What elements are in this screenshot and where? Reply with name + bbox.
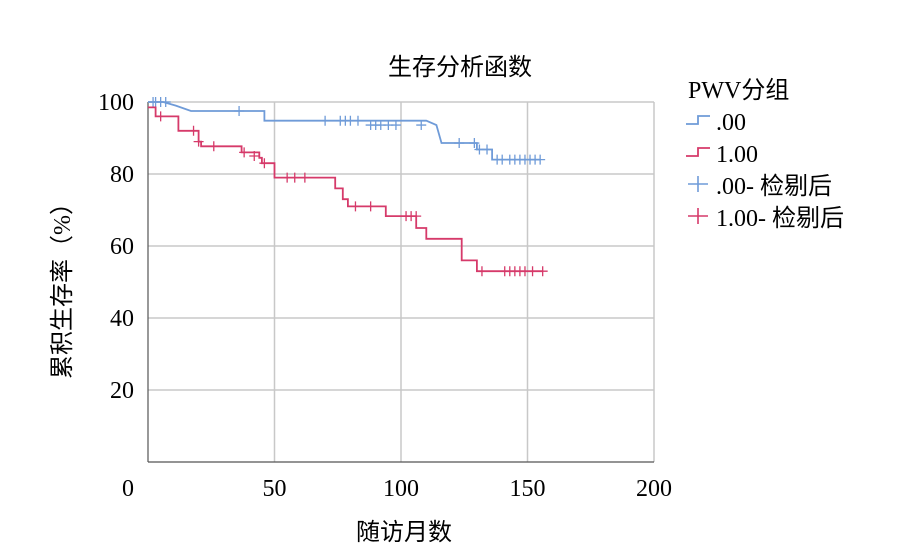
censor-mark <box>160 97 171 107</box>
censor-mark <box>249 151 260 161</box>
x-tick-label: 150 <box>510 476 546 502</box>
censor-mark <box>527 266 538 277</box>
series-0 <box>148 97 546 165</box>
censor-mark <box>469 138 480 149</box>
chart-title: 生存分析函数 <box>388 54 532 81</box>
legend-entry-label: .00 <box>716 110 746 136</box>
legend-censor-swatch <box>688 176 708 192</box>
censor-mark <box>365 201 376 212</box>
censor-mark <box>454 138 465 149</box>
x-tick-label: 200 <box>636 476 672 502</box>
censor-mark <box>390 120 401 131</box>
survival-curve-0 <box>148 101 541 161</box>
legend-entry-label: 1.00- 检剔后 <box>716 205 844 232</box>
censor-mark <box>476 266 487 277</box>
gridlines <box>148 101 655 462</box>
axes <box>147 102 654 463</box>
censor-mark <box>535 154 546 165</box>
legend-line-swatch <box>686 115 710 125</box>
censor-mark <box>350 201 361 212</box>
censor-mark <box>482 144 493 155</box>
y-tick-label: 40 <box>110 306 134 332</box>
censor-mark <box>537 266 548 277</box>
censor-mark <box>193 136 204 147</box>
x-axis-label: 随访月数 <box>356 519 452 546</box>
legend: PWV分组 .00 1.00 .00- 检剔后 1.00- 检剔后 <box>686 77 844 232</box>
censor-mark <box>352 115 363 126</box>
x-tick-label: 0 <box>122 476 134 502</box>
censor-mark <box>411 211 422 222</box>
censor-mark <box>188 125 199 136</box>
censor-mark <box>416 120 427 131</box>
censor-mark <box>155 111 166 122</box>
tick-labels: 0 50 100 150 200 20 40 60 80 100 <box>98 90 672 502</box>
y-tick-label: 100 <box>98 90 134 116</box>
y-tick-label: 80 <box>110 162 134 188</box>
censor-mark <box>289 172 300 183</box>
y-tick-label: 60 <box>110 234 134 260</box>
legend-title: PWV分组 <box>688 77 789 104</box>
censor-mark <box>234 106 245 116</box>
legend-entry-label: .00- 检剔后 <box>716 173 832 200</box>
y-axis-label: 累积生存率（%） <box>49 191 76 379</box>
x-tick-label: 100 <box>383 476 419 502</box>
x-tick-label: 50 <box>263 476 287 502</box>
censor-mark <box>299 172 310 183</box>
censor-mark <box>259 158 270 169</box>
censor-mark <box>239 147 250 158</box>
legend-line-swatch <box>686 147 710 157</box>
censor-mark <box>320 115 331 126</box>
series-1 <box>148 106 548 277</box>
legend-censor-swatch <box>688 208 708 224</box>
y-tick-label: 20 <box>110 378 134 404</box>
series-layer <box>148 97 548 277</box>
legend-entry-label: 1.00 <box>716 142 758 168</box>
censor-mark <box>208 141 219 152</box>
